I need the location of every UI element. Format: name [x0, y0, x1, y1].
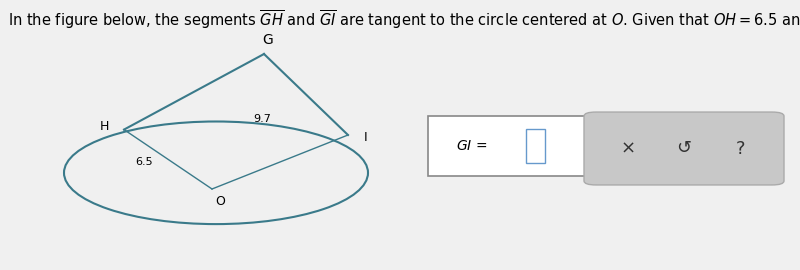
FancyBboxPatch shape	[526, 129, 545, 163]
Text: ?: ?	[735, 140, 745, 157]
Text: In the figure below, the segments $\overline{GH}$ and $\overline{GI}$ are tangen: In the figure below, the segments $\over…	[8, 8, 800, 31]
Text: I: I	[364, 131, 367, 144]
Text: O: O	[215, 195, 225, 208]
Text: H: H	[99, 120, 109, 133]
FancyBboxPatch shape	[428, 116, 588, 176]
Text: 6.5: 6.5	[135, 157, 153, 167]
Text: $GI$ =: $GI$ =	[456, 139, 487, 153]
Text: ↺: ↺	[677, 140, 691, 157]
Text: G: G	[262, 33, 274, 48]
Text: 9.7: 9.7	[253, 114, 271, 124]
FancyBboxPatch shape	[584, 112, 784, 185]
Text: ×: ×	[620, 140, 635, 157]
